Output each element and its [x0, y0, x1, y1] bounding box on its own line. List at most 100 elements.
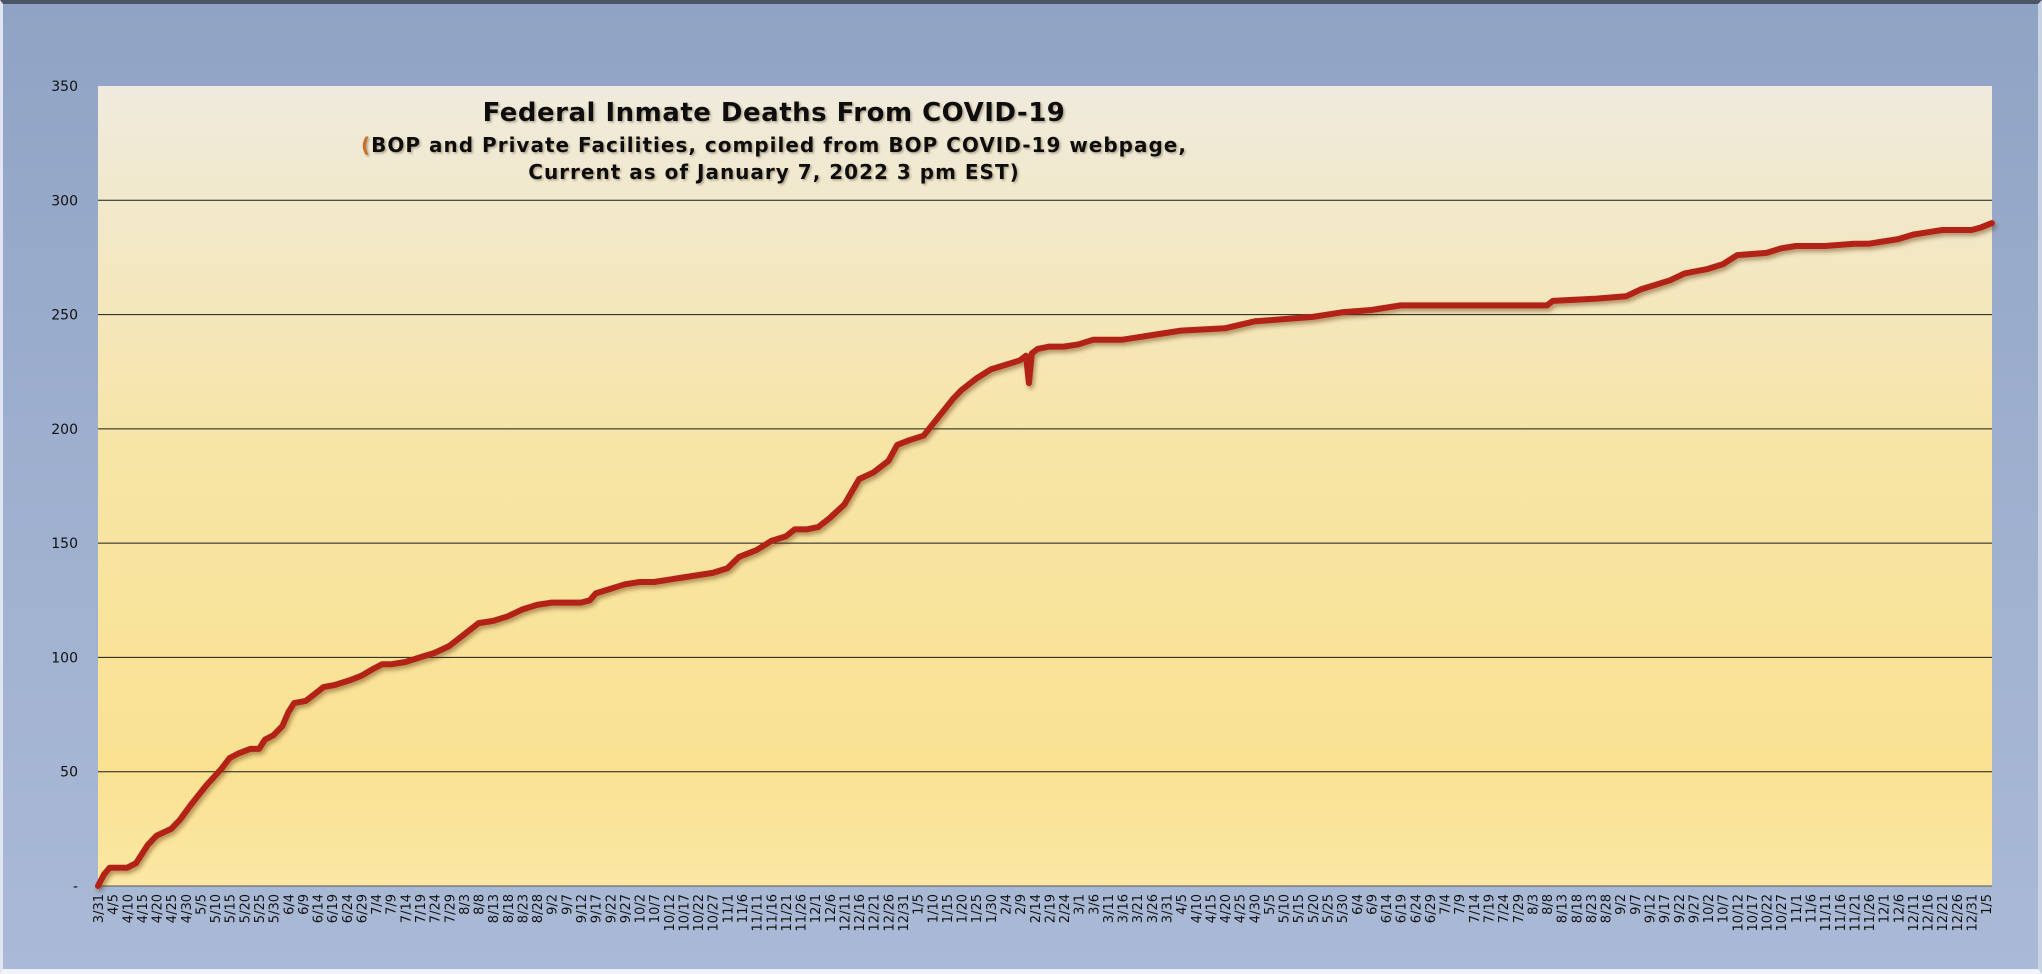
x-tick-label: 12/26	[882, 894, 897, 931]
x-tick-label: 6/4	[1351, 894, 1366, 915]
x-tick-label: 10/27	[1775, 894, 1790, 931]
x-tick-label: 3/31	[92, 894, 107, 923]
x-tick-label: 8/18	[1570, 894, 1585, 923]
x-tick-label: 10/12	[663, 894, 678, 931]
x-tick-label: 8/23	[1585, 894, 1600, 923]
series-group	[95, 220, 1995, 889]
x-tick-label: 1/10	[926, 894, 941, 923]
x-tick-label: 1/30	[985, 894, 1000, 923]
x-tick-label: 4/10	[1190, 894, 1205, 923]
x-tick-label: 12/31	[897, 894, 912, 931]
x-tick-label: 7/19	[1483, 894, 1498, 923]
x-tick-label: 10/2	[634, 894, 649, 923]
x-tick-label: 6/24	[341, 894, 356, 923]
x-tick-label: 12/31	[1966, 894, 1981, 931]
x-tick-label: 11/1	[721, 894, 736, 923]
x-tick-label: 9/22	[604, 894, 619, 923]
x-tick-label: 6/4	[282, 894, 297, 915]
x-tick-label: 5/5	[195, 894, 210, 915]
x-tick-label: 7/4	[1439, 894, 1454, 915]
x-tick-label: 5/25	[1322, 894, 1337, 923]
x-tick-label: 11/11	[751, 894, 766, 931]
x-tick-label: 10/27	[707, 894, 722, 931]
series-line-0	[95, 220, 1995, 889]
x-tick-label: 3/26	[1146, 894, 1161, 923]
x-tick-label: 12/16	[853, 894, 868, 931]
x-tick-label: 12/11	[839, 894, 854, 931]
x-tick-label: 4/15	[1204, 894, 1219, 923]
x-tick-label: 11/6	[736, 894, 751, 923]
y-tick-label: 350	[51, 79, 78, 95]
x-tick-label: 3/6	[1087, 894, 1102, 915]
x-tick-label: 3/31	[1161, 894, 1176, 923]
x-tick-label: 5/30	[268, 894, 283, 923]
x-tick-label: 7/29	[1512, 894, 1527, 923]
x-tick-label: 8/8	[1541, 894, 1556, 915]
x-tick-label: 5/30	[1336, 894, 1351, 923]
x-tick-label: 9/17	[590, 894, 605, 923]
x-tick-label: 12/1	[809, 894, 824, 923]
x-tick-label: 8/23	[517, 894, 532, 923]
x-tick-label: 7/9	[385, 894, 400, 915]
x-tick-label: 6/29	[356, 894, 371, 923]
x-tick-label: 10/22	[692, 894, 707, 931]
plot-area	[98, 86, 1992, 886]
x-tick-label: 11/6	[1805, 894, 1820, 923]
x-tick-label: 6/19	[1395, 894, 1410, 923]
x-tick-label: 12/21	[1936, 894, 1951, 931]
x-tick-label: 11/26	[1863, 894, 1878, 931]
x-tick-label: 8/18	[502, 894, 517, 923]
x-tick-label: 4/20	[1219, 894, 1234, 923]
x-tick-label: 3/1	[1073, 894, 1088, 915]
x-tick-label: 6/14	[312, 894, 327, 923]
x-tick-label: 9/2	[1614, 894, 1629, 915]
y-tick-label: 50	[60, 765, 78, 781]
subtitle-line1-text: BOP and Private Facilities, compiled fro…	[371, 133, 1187, 157]
x-tick-label: 8/3	[1526, 894, 1541, 915]
x-tick-label: 5/20	[238, 894, 253, 923]
x-tick-label: 9/27	[1687, 894, 1702, 923]
x-tick-label: 5/25	[253, 894, 268, 923]
x-tick-label: 6/9	[1365, 894, 1380, 915]
x-tick-label: 4/30	[180, 894, 195, 923]
x-tick-label: 6/9	[297, 894, 312, 915]
x-tick-label: 2/24	[1058, 894, 1073, 923]
x-tick-label: 7/19	[414, 894, 429, 923]
x-tick-label: 8/13	[487, 894, 502, 923]
x-tick-label: 10/7	[1717, 894, 1732, 923]
y-tick-label: 250	[51, 308, 78, 324]
x-tick-label: 2/14	[1029, 894, 1044, 923]
x-tick-label: 9/12	[1644, 894, 1659, 923]
x-tick-label: 5/20	[1307, 894, 1322, 923]
x-tick-label: 11/26	[795, 894, 810, 931]
x-tick-label: 1/25	[970, 894, 985, 923]
x-tick-label: 5/10	[1278, 894, 1293, 923]
x-tick-label: 12/1	[1878, 894, 1893, 923]
x-tick-label: 11/16	[765, 894, 780, 931]
x-tick-label: 7/29	[443, 894, 458, 923]
chart-title-group: Federal Inmate Deaths From COVID-19 (BOP…	[361, 98, 1187, 184]
x-tick-label: 3/16	[1117, 894, 1132, 923]
x-tick-label: 11/11	[1819, 894, 1834, 931]
x-tick-label: 4/15	[136, 894, 151, 923]
x-tick-label: 4/10	[121, 894, 136, 923]
x-tick-label: 6/29	[1424, 894, 1439, 923]
x-tick-label: 12/6	[1892, 894, 1907, 923]
x-tick-label: 10/17	[1746, 894, 1761, 931]
x-tick-label: 12/21	[868, 894, 883, 931]
x-tick-label: 11/1	[1790, 894, 1805, 923]
x-tick-label: 7/9	[1453, 894, 1468, 915]
x-tick-label: 9/7	[560, 894, 575, 915]
y-tick-label: -	[73, 879, 78, 895]
x-tick-label: 8/28	[531, 894, 546, 923]
x-tick-label: 8/13	[1556, 894, 1571, 923]
x-tick-label: 9/2	[546, 894, 561, 915]
x-tick-label: 6/19	[326, 894, 341, 923]
x-tick-label: 4/30	[1248, 894, 1263, 923]
x-tick-label: 7/24	[1497, 894, 1512, 923]
chart-subtitle-line2: Current as of January 7, 2022 3 pm EST)	[528, 160, 1019, 184]
x-tick-label: 5/15	[1292, 894, 1307, 923]
subtitle-paren: (	[361, 133, 371, 157]
x-tick-label: 2/9	[1014, 894, 1029, 915]
